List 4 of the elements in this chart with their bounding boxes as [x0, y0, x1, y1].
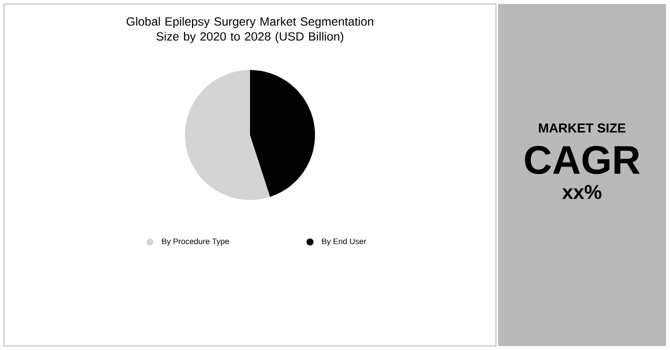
text: xx%	[562, 184, 602, 200]
text: MARKET SIZE	[538, 123, 626, 133]
chart-title: Global Epilepsy Surgery Market Segmentation Size by 2020 to 2028 (USD Billion)	[126, 16, 374, 44]
text: CAGR	[524, 146, 640, 174]
